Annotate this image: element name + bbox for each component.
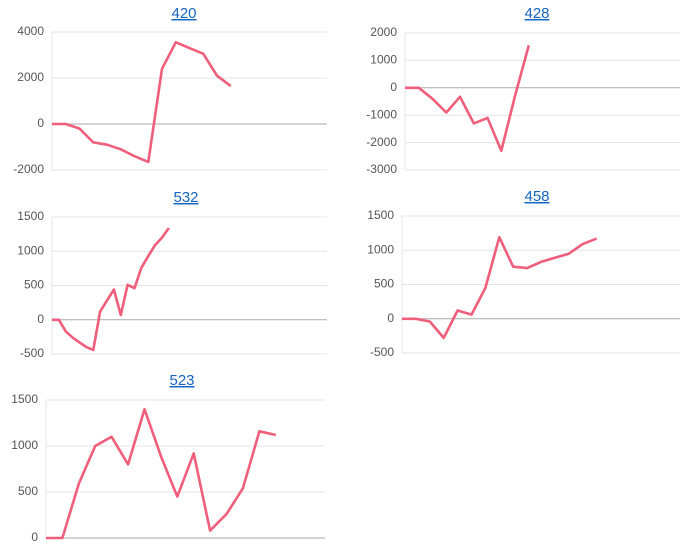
data-line [52,41,232,164]
y-tick-label: 1500 [17,209,44,223]
y-tick-label: -1000 [366,107,397,121]
y-tick-label: -2000 [366,135,397,149]
chart-title[interactable]: 458 [524,188,549,205]
y-tick-label: 0 [390,80,397,94]
y-tick-label: 0 [31,530,38,544]
y-tick-label: 1000 [17,243,44,257]
y-tick-label: 500 [18,484,38,498]
y-tick-label: 0 [387,311,394,325]
data-line [402,235,598,340]
y-tick-label: 500 [374,277,394,291]
chart-title[interactable]: 523 [169,372,194,389]
y-tick-label: 1500 [11,392,38,406]
y-tick-label: 1000 [367,242,394,256]
chart-title[interactable]: 420 [171,5,196,22]
y-tick-label: 4000 [17,24,44,38]
y-tick-label: 0 [37,312,44,326]
y-tick-label: -500 [20,346,44,360]
y-tick-label: -2000 [13,162,44,176]
data-line [405,44,531,153]
y-tick-label: 500 [24,278,44,292]
data-line [46,407,277,540]
y-tick-label: 1000 [370,53,397,67]
data-line [52,227,170,352]
y-tick-label: 2000 [17,70,44,84]
y-tick-label: 2000 [370,25,397,39]
y-tick-label: 1500 [367,208,394,222]
y-tick-label: -3000 [366,162,397,176]
y-tick-label: 0 [37,116,44,130]
y-tick-label: -500 [370,345,394,359]
chart-title[interactable]: 532 [173,189,198,206]
y-tick-label: 1000 [11,438,38,452]
chart-title[interactable]: 428 [524,5,549,22]
